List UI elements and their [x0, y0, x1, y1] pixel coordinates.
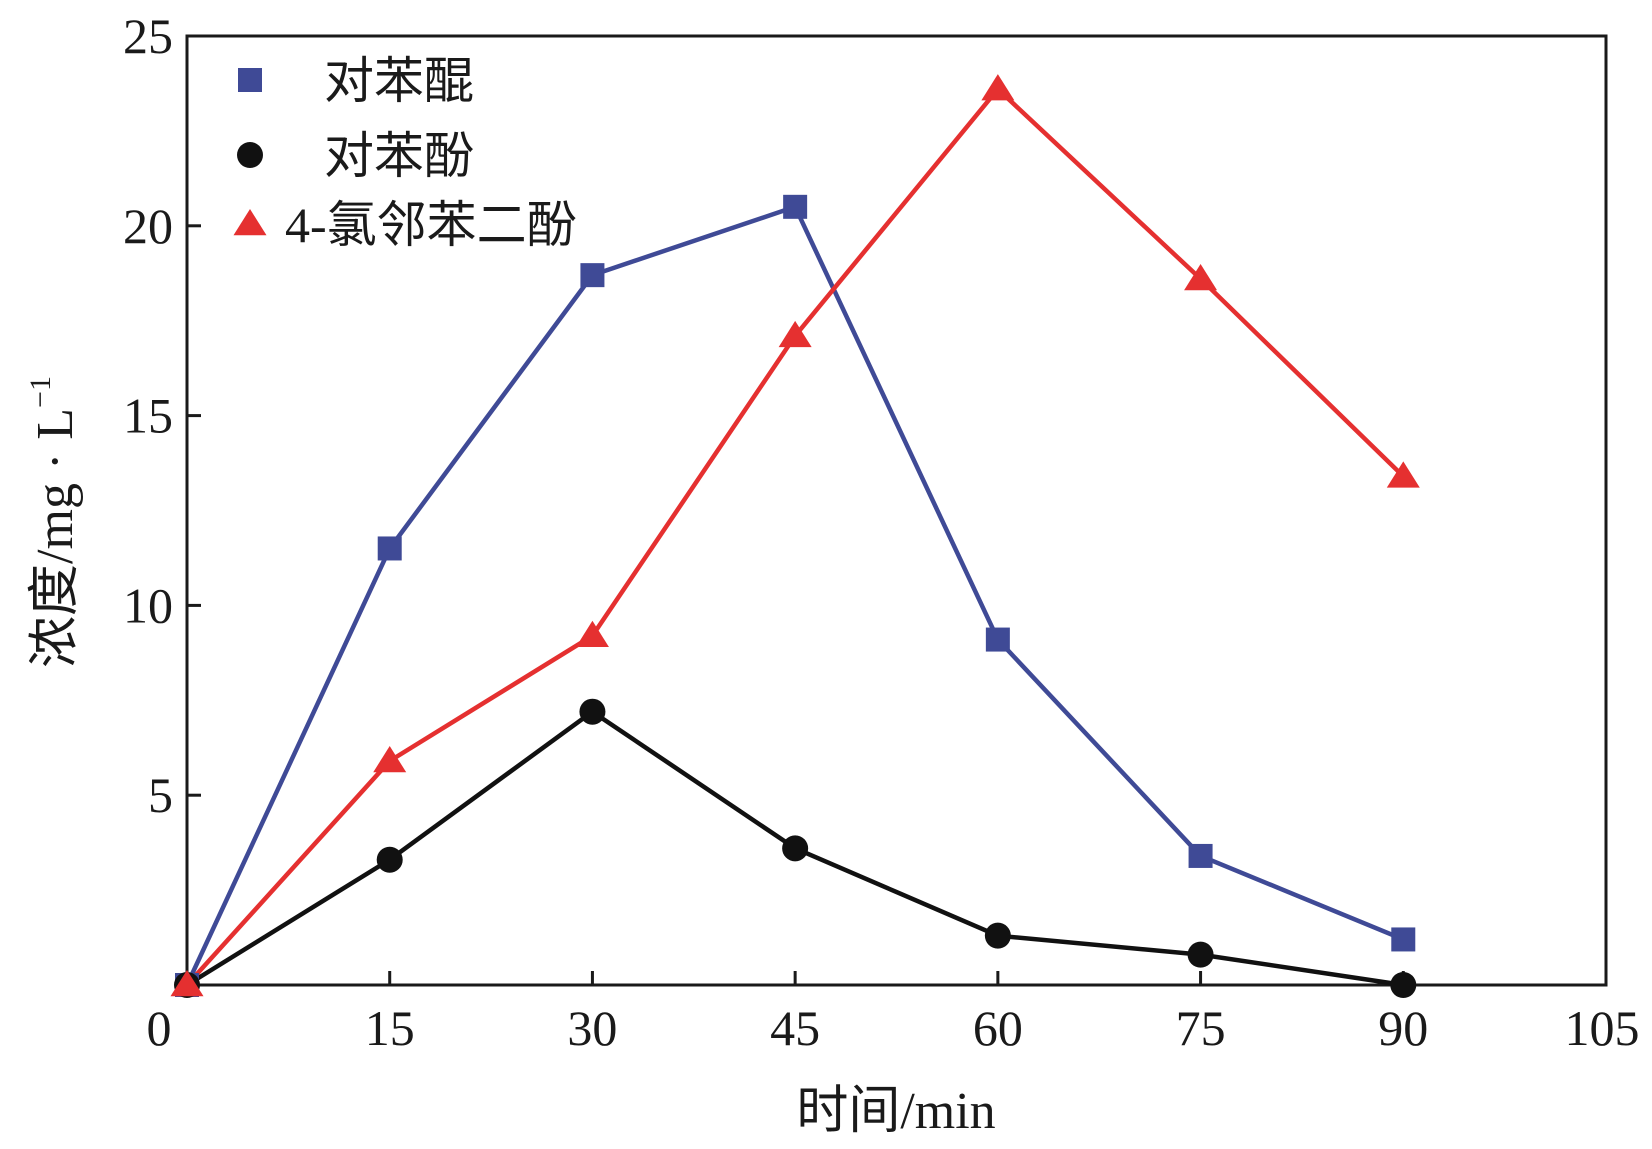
- x-axis: 0 15 30 45 60 75 90 105: [147, 971, 1640, 1056]
- x-tick-label: 105: [1565, 1000, 1640, 1056]
- series-markers-2: [170, 74, 1420, 997]
- x-axis-title: 时间/min: [796, 1083, 995, 1140]
- y-tick-label: 20: [123, 198, 173, 254]
- plot-frame: [185, 34, 1608, 987]
- circle-marker: [984, 922, 1011, 949]
- y-axis-title: 浓度/mg · L−1: [24, 376, 84, 668]
- triangle-marker: [233, 209, 267, 236]
- x-tick-label: 75: [1176, 1000, 1226, 1056]
- square-marker: [985, 627, 1010, 652]
- circle-marker: [782, 835, 809, 862]
- triangle-marker: [778, 320, 812, 348]
- square-marker: [238, 68, 262, 92]
- square-marker: [1391, 927, 1416, 952]
- y-axis: 5 10 15 20 25: [123, 8, 201, 823]
- x-tick-label: 15: [365, 1000, 415, 1056]
- circle-marker: [1390, 972, 1417, 998]
- x-tick-label: 0: [147, 1000, 172, 1056]
- legend-item: 对苯醌: [238, 53, 474, 109]
- legend-label: 4-氯邻苯二酚: [285, 197, 577, 253]
- x-tick-label: 60: [973, 1000, 1023, 1056]
- y-tick-label: 5: [148, 767, 173, 823]
- svg-text:浓度/mg · L−1: 浓度/mg · L−1: [24, 376, 84, 668]
- square-marker: [377, 536, 402, 561]
- legend-label: 对苯酚: [324, 128, 474, 184]
- triangle-marker: [1386, 461, 1420, 488]
- x-tick-label: 90: [1378, 1000, 1428, 1056]
- triangle-marker: [1184, 263, 1218, 291]
- series-markers: [170, 74, 1420, 998]
- circle-marker: [1187, 941, 1214, 968]
- triangle-marker: [981, 74, 1015, 101]
- y-axis-title-exponent: −1: [24, 376, 57, 408]
- circle-marker: [237, 142, 263, 168]
- square-marker: [580, 263, 605, 288]
- square-marker: [783, 194, 808, 219]
- y-tick-label: 25: [123, 8, 173, 64]
- circle-marker: [579, 698, 606, 725]
- y-tick-label: 10: [123, 577, 173, 633]
- legend-item: 4-氯邻苯二酚: [233, 197, 577, 253]
- x-tick-label: 30: [567, 1000, 617, 1056]
- series-markers-1: [174, 698, 1417, 998]
- x-tick-label: 45: [770, 1000, 820, 1056]
- y-tick-label: 15: [123, 388, 173, 444]
- y-axis-title-main: 浓度/mg · L: [27, 408, 84, 668]
- legend-label: 对苯醌: [324, 53, 474, 109]
- triangle-marker: [575, 620, 609, 648]
- square-marker: [1188, 843, 1213, 868]
- triangle-marker: [373, 746, 407, 773]
- legend-item: 对苯酚: [237, 128, 474, 184]
- circle-marker: [376, 846, 403, 873]
- triangle-marker: [170, 970, 204, 997]
